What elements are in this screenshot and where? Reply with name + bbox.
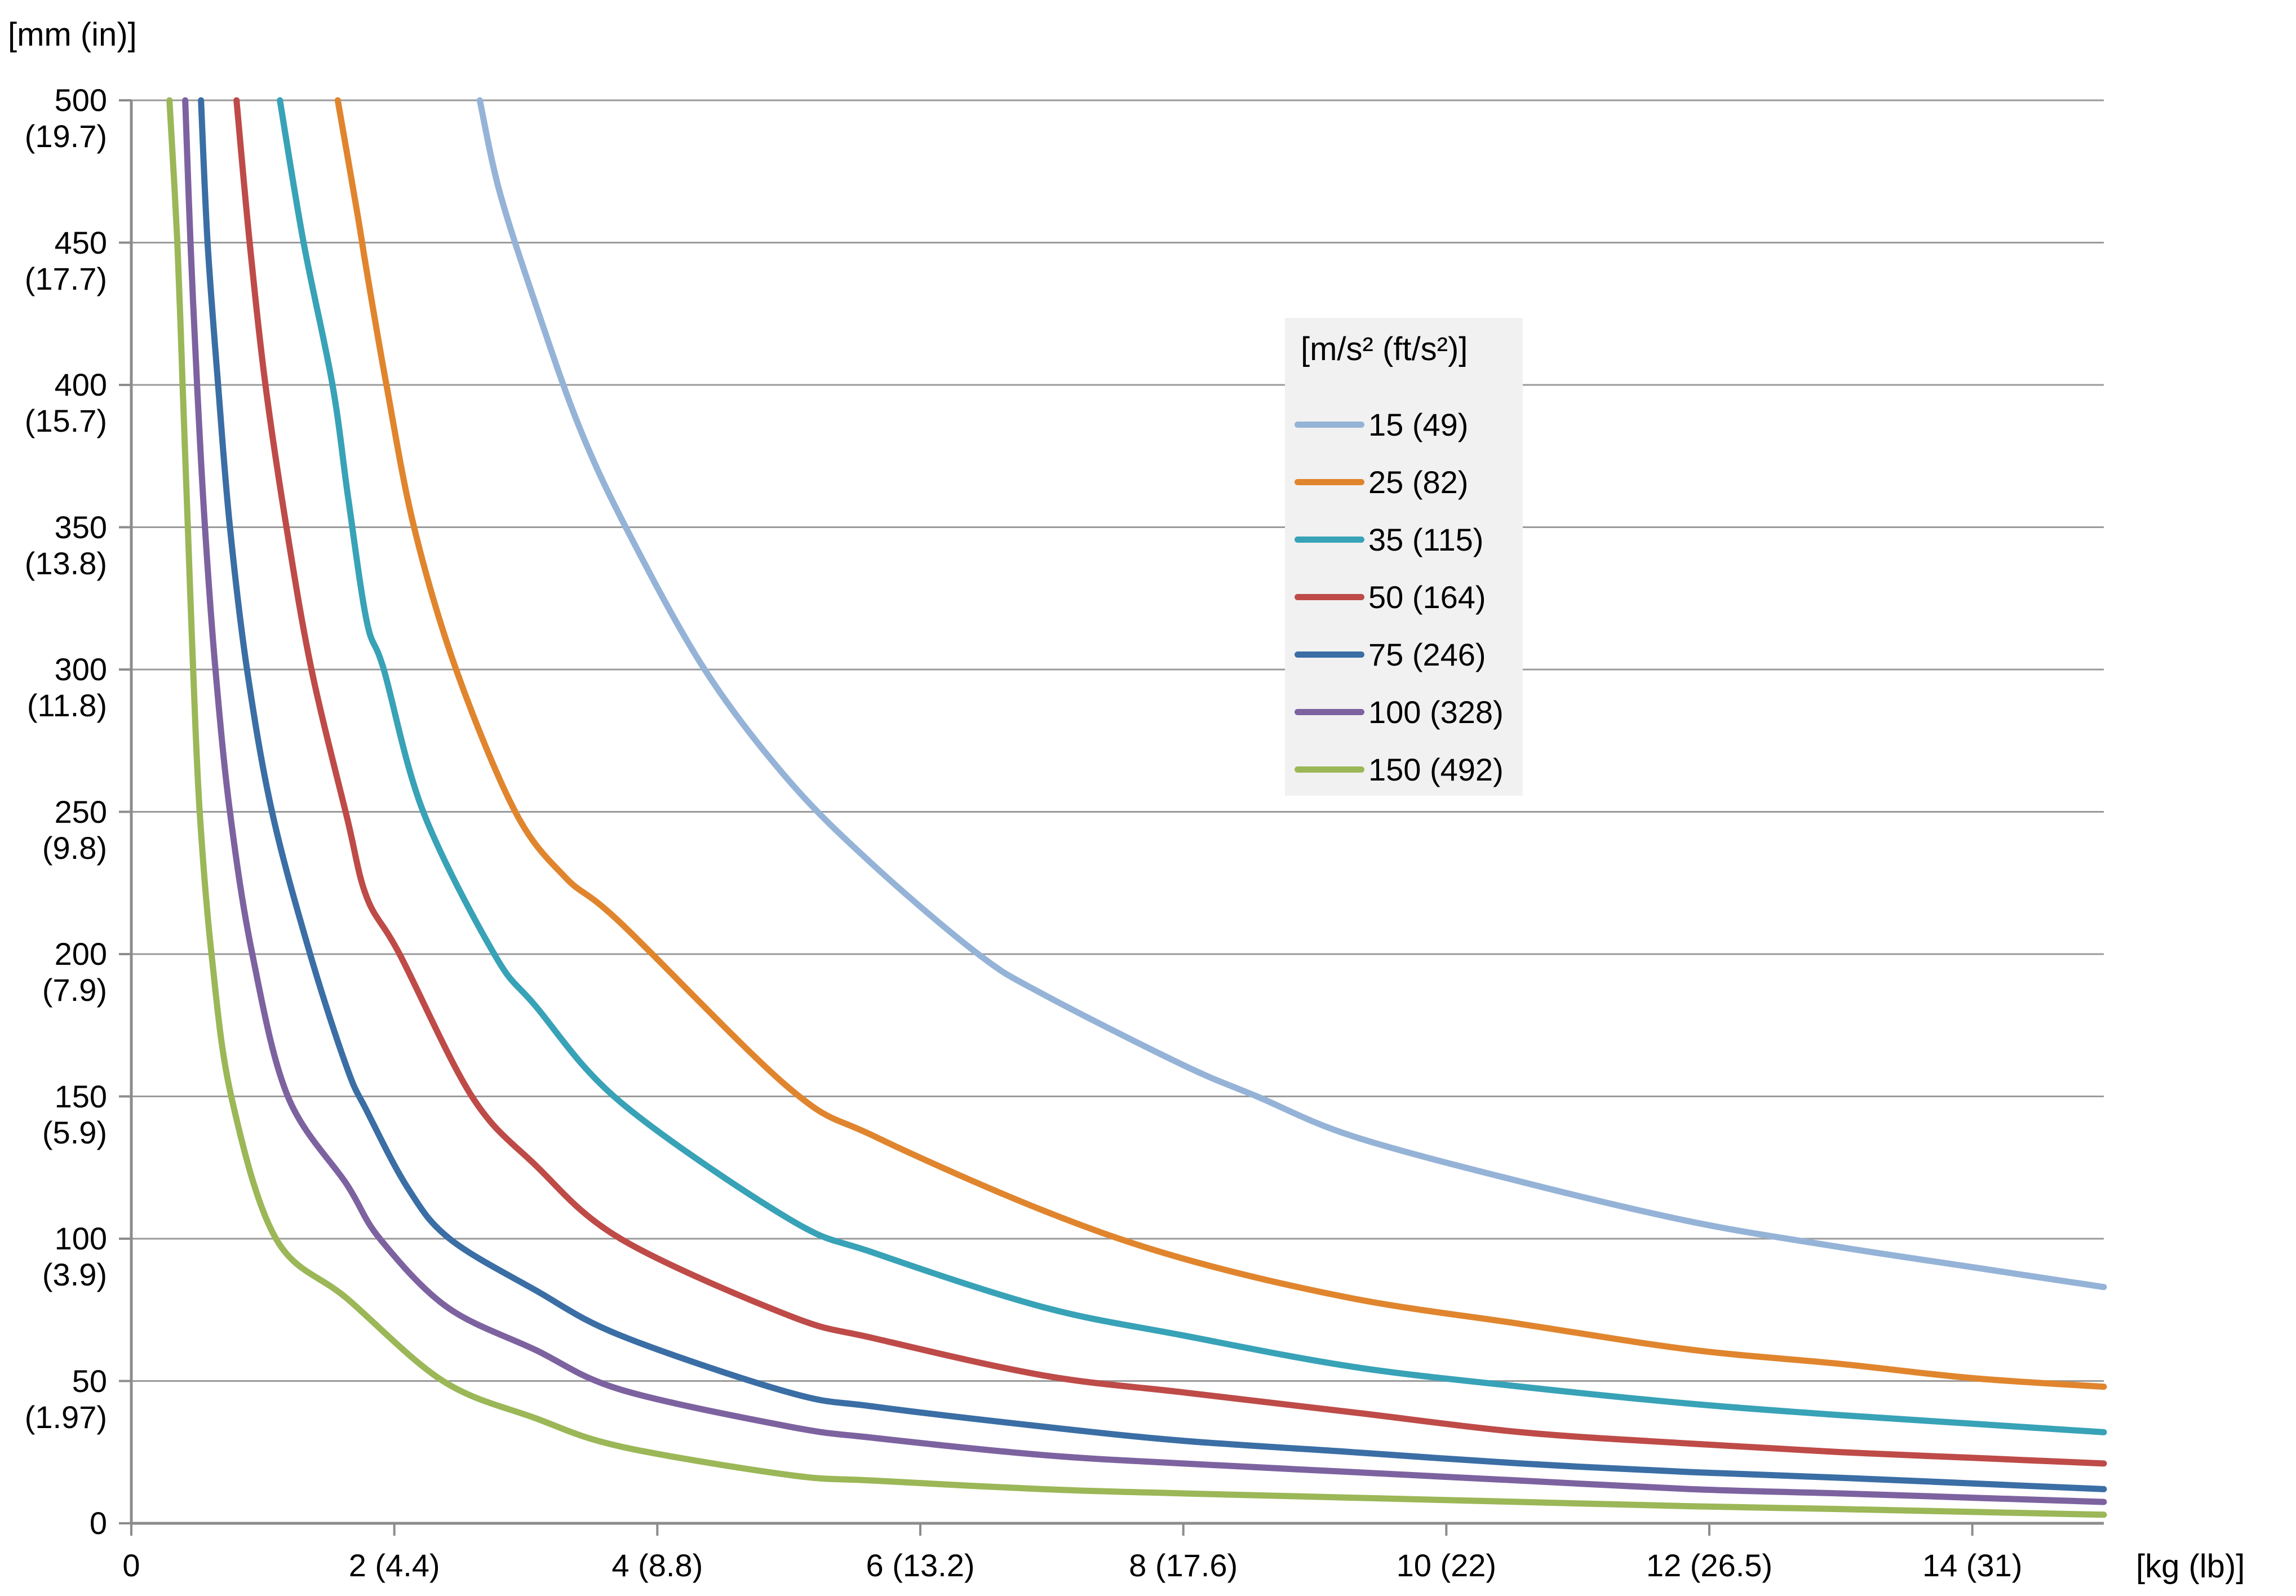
curve-25-82-: [334, 97, 2107, 1390]
y-tick-value: 50: [72, 1363, 107, 1399]
x-tick-label-6: 6 (13.2): [866, 1548, 975, 1583]
y-tick-value: 100: [54, 1221, 107, 1256]
curve-15-49-: [476, 97, 2107, 1291]
y-tick-value: 450: [54, 224, 107, 260]
curve-100-328-: [182, 97, 2107, 1505]
legend-swatch-icon: [1295, 422, 1364, 428]
legend-swatch-icon: [1295, 479, 1364, 485]
legend-entry-label: 75 (246): [1368, 637, 1486, 672]
data-series-curves: [166, 97, 2107, 1518]
legend-title: [m/s² (ft/s²)]: [1301, 331, 1468, 367]
y-tick-inch-value: (13.8): [24, 545, 107, 581]
y-tick-value: 250: [54, 793, 107, 830]
gridlines: [131, 99, 2104, 1382]
legend-entry-label: 150 (492): [1368, 752, 1504, 787]
y-tick-value: 300: [54, 651, 107, 687]
x-tick-label-2: 2 (4.4): [348, 1548, 440, 1583]
legend-swatch-icon: [1295, 766, 1364, 773]
legend-swatch-icon: [1295, 651, 1364, 658]
y-tick-label-400: 400 (15.7): [0, 367, 107, 439]
legend-entry-label: 35 (115): [1368, 522, 1484, 557]
x-tick-label-14: 14 (31): [1922, 1548, 2023, 1583]
y-tick-inch-value: (1.97): [24, 1399, 107, 1435]
legend-swatch-icon: [1295, 594, 1364, 600]
curve-150-492-: [166, 97, 2107, 1518]
x-tick-label-8: 8 (17.6): [1129, 1548, 1238, 1583]
curve-50-164-: [233, 97, 2107, 1467]
y-tick-value: 350: [54, 509, 107, 545]
y-tick-label-300: 300 (11.8): [0, 651, 107, 724]
y-tick-inch-value: (17.7): [24, 260, 107, 296]
y-tick-inch-value: (5.9): [42, 1114, 107, 1150]
y-tick-value: 150: [54, 1078, 107, 1114]
y-tick-label-450: 450 (17.7): [0, 225, 107, 297]
legend-swatch-icon: [1295, 537, 1364, 543]
legend-entry-75-246-: 75 (246): [1285, 637, 1523, 673]
legend-entry-50-164-: 50 (164): [1285, 579, 1523, 615]
x-tick-label-4: 4 (8.8): [611, 1548, 703, 1583]
legend-entry-label: 100 (328): [1368, 694, 1504, 730]
x-tick-label-12: 12 (26.5): [1646, 1548, 1773, 1583]
legend-entry-label: 15 (49): [1368, 407, 1469, 442]
axes-and-ticks: [119, 99, 2104, 1536]
y-tick-value: 0: [89, 1505, 107, 1541]
y-tick-inch-value: (15.7): [24, 403, 107, 438]
y-tick-value: 400: [54, 367, 107, 402]
y-tick-inch-value: (7.9): [42, 972, 107, 1008]
curve-35-115-: [277, 97, 2107, 1435]
x-axis-unit-label: [kg (lb)]: [2136, 1548, 2245, 1585]
y-tick-label-350: 350 (13.8): [0, 509, 107, 582]
y-tick-label-200: 200 (7.9): [0, 936, 107, 1008]
legend-entry-150-492-: 150 (492): [1285, 752, 1523, 788]
y-axis-unit-label: [mm (in)]: [8, 16, 137, 53]
y-tick-inch-value: (11.8): [26, 688, 107, 723]
curve-75-246-: [198, 97, 2107, 1492]
x-tick-label-0: 0: [122, 1548, 140, 1583]
legend-entry-15-49-: 15 (49): [1285, 407, 1523, 443]
y-tick-value: 200: [54, 936, 107, 972]
legend-entry-label: 25 (82): [1368, 464, 1469, 500]
y-tick-inch-value: (3.9): [42, 1257, 107, 1292]
y-tick-label-50: 50 (1.97): [0, 1363, 107, 1435]
x-tick-label-10: 10 (22): [1396, 1548, 1497, 1583]
y-tick-label-500: 500 (19.7): [0, 82, 107, 154]
legend: [m/s² (ft/s²)] 15 (49) 25 (82) 35 (115) 50 …: [1285, 318, 1523, 796]
y-tick-value: 500: [54, 82, 107, 118]
y-tick-inch-value: (19.7): [24, 118, 107, 154]
legend-entry-100-328-: 100 (328): [1285, 694, 1523, 730]
legend-entry-label: 50 (164): [1368, 579, 1486, 615]
y-tick-label-150: 150 (5.9): [0, 1079, 107, 1151]
legend-swatch-icon: [1295, 709, 1364, 715]
y-tick-label-100: 100 (3.9): [0, 1221, 107, 1293]
y-tick-label-0: 0: [0, 1505, 107, 1541]
y-tick-label-250: 250 (9.8): [0, 794, 107, 866]
legend-entry-35-115-: 35 (115): [1285, 522, 1523, 558]
y-tick-inch-value: (9.8): [42, 830, 107, 866]
legend-entry-25-82-: 25 (82): [1285, 464, 1523, 500]
